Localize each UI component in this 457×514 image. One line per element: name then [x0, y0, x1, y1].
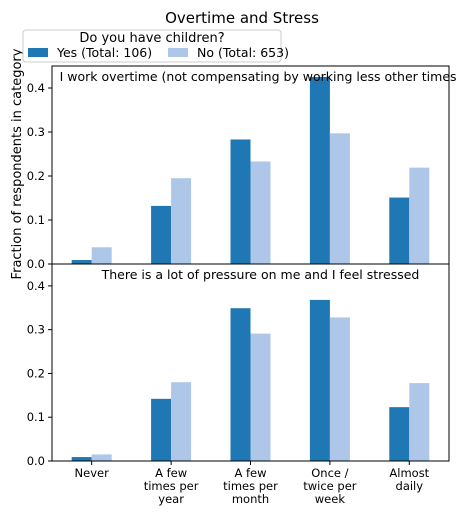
- bar-panel0-yes-2: [230, 139, 251, 264]
- legend-label-no: No (Total: 653): [197, 45, 289, 60]
- bar-panel0-yes-3: [309, 77, 330, 264]
- y-axis-label: Fraction of respondents in category: [10, 48, 25, 279]
- panel-title-0: I work overtime (not compensating by wor…: [60, 69, 457, 84]
- bar-panel1-yes-4: [389, 407, 410, 461]
- x-tick-label-3: Once / twice per week: [303, 466, 357, 506]
- y-tick-label-0-3: 0.3: [27, 125, 45, 139]
- legend-title: Do you have children?: [79, 31, 224, 46]
- bar-panel0-yes-0: [71, 260, 92, 264]
- bar-panel1-yes-0: [71, 457, 92, 461]
- y-tick-label-0-4: 0.4: [27, 81, 45, 95]
- x-tick-label-0: Never: [75, 466, 110, 480]
- y-tick-label-1-0: 0.0: [27, 454, 45, 468]
- bar-panel0-yes-1: [151, 205, 172, 264]
- panel-overtime: 0.0 0.1 0.2 0.3 0.4 I work overtime (not comp…: [27, 65, 457, 271]
- bar-panel0-no-4: [409, 167, 430, 264]
- bar-panel1-no-4: [409, 383, 430, 461]
- legend-frame: [22, 29, 282, 63]
- bar-panel1-no-1: [171, 382, 192, 461]
- bar-panel1-no-0: [91, 454, 112, 461]
- bar-panel0-no-1: [171, 178, 192, 264]
- bar-panel1-no-2: [250, 333, 271, 461]
- y-tick-label-0-1: 0.1: [27, 213, 45, 227]
- bar-panel0-yes-4: [389, 197, 410, 264]
- bar-panel1-yes-2: [230, 308, 251, 461]
- bar-panel1-no-3: [329, 317, 350, 461]
- bar-panel0-no-0: [91, 247, 112, 264]
- panel-title-1: There is a lot of pressure on me and I f…: [101, 267, 420, 282]
- y-tick-label-0-0: 0.0: [27, 257, 45, 271]
- panel-stress: 0.0 0.1 0.2 0.3 0.4 There is a lot of pressur…: [27, 263, 450, 468]
- bar-panel1-yes-1: [151, 398, 172, 461]
- legend-label-yes: Yes (Total: 106): [56, 45, 152, 60]
- bar-panel0-no-3: [329, 133, 350, 264]
- y-tick-label-1-4: 0.4: [27, 279, 45, 293]
- y-tick-label-0-2: 0.2: [27, 169, 45, 183]
- chart-title: Overtime and Stress: [165, 9, 319, 27]
- bar-panel0-no-2: [250, 161, 271, 264]
- y-tick-label-1-3: 0.3: [27, 323, 45, 337]
- x-tick-label-1: A few times per year: [144, 466, 199, 506]
- y-tick-label-1-2: 0.2: [27, 366, 45, 380]
- y-tick-label-1-1: 0.1: [27, 410, 45, 424]
- legend-swatch-no: [168, 48, 188, 57]
- x-axis-ticks: Never A few times per year A few times per mon…: [75, 461, 430, 506]
- legend-swatch-yes: [28, 48, 48, 57]
- legend: Do you have children? Yes (Total: 106) N…: [22, 29, 289, 63]
- x-tick-label-4: Almost daily: [389, 466, 429, 493]
- bar-panel1-yes-3: [309, 299, 330, 461]
- x-tick-label-2: A few times per month: [223, 466, 278, 506]
